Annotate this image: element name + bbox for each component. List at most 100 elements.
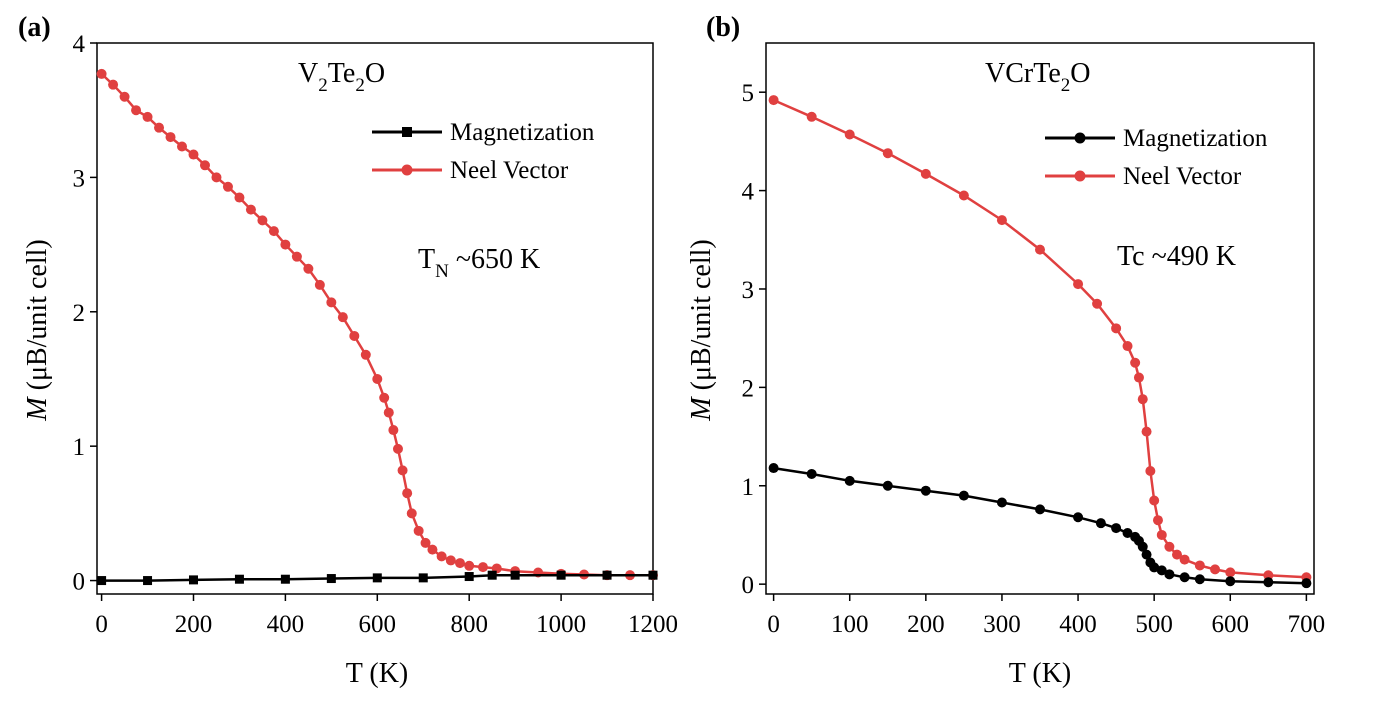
data-point-neel-vector-a (455, 558, 466, 569)
data-point-magnetization-b (1095, 518, 1106, 529)
data-point-neel-vector-a (142, 111, 153, 122)
data-point-neel-vector-a (234, 192, 245, 203)
data-point-magnetization-b (996, 497, 1007, 508)
data-point-neel-vector-a (402, 488, 413, 499)
y-tick-label-b: 1 (742, 474, 755, 501)
x-tick-label-b: 100 (831, 611, 869, 638)
data-point-magnetization-b (882, 480, 893, 491)
data-point-neel-vector-b (1156, 529, 1167, 540)
data-point-magnetization-a (510, 570, 520, 580)
data-point-magnetization-b (1141, 549, 1152, 560)
x-tick-label-b: 400 (1059, 611, 1097, 638)
data-point-neel-vector-b (1141, 426, 1152, 437)
data-point-neel-vector-a (108, 79, 119, 90)
legend-label-magnetization-a: Magnetization (450, 119, 595, 146)
data-point-neel-vector-a (245, 204, 256, 215)
y-tick-label-b: 5 (742, 80, 755, 107)
data-point-neel-vector-a (349, 330, 360, 341)
data-point-magnetization-a (280, 574, 290, 584)
series-group-a (96, 68, 658, 586)
y-tick-label-b: 4 (742, 179, 755, 206)
legend-marker-magnetization-a (402, 127, 412, 137)
data-point-neel-vector-a (303, 263, 314, 274)
data-point-magnetization-a (143, 576, 153, 586)
data-point-neel-vector-a (477, 562, 488, 573)
data-point-magnetization-b (1035, 504, 1045, 515)
series-line-neel-vector-b (773, 98, 1307, 579)
data-point-magnetization-a (418, 573, 428, 583)
data-point-neel-vector-b (996, 215, 1007, 226)
legend-a: Magnetization Neel Vector (372, 119, 595, 184)
plot-frame-a (96, 42, 654, 595)
y-tick-label-b: 2 (742, 375, 755, 402)
x-tick-label-b: 700 (1288, 611, 1326, 638)
y-axis-a: 0 1 2 3 4 (73, 31, 97, 596)
data-point-neel-vector-b (1111, 323, 1122, 334)
data-point-neel-vector-a (165, 132, 176, 143)
data-point-neel-vector-b (1092, 298, 1103, 309)
y-axis-label-b: M (μB/unit cell) (686, 239, 717, 421)
x-axis-b: 0 100 200 300 400 500 600 700 (767, 594, 1325, 638)
x-tick-label-a: 1200 (628, 611, 678, 638)
transition-annotation-b: Tc ~490 K (1117, 241, 1236, 272)
data-point-magnetization-b (1073, 512, 1084, 523)
data-point-neel-vector-a (326, 297, 337, 308)
legend-label-neel-vector-b: Neel Vector (1123, 163, 1242, 190)
data-point-magnetization-a (487, 570, 497, 580)
data-point-neel-vector-a (406, 508, 417, 519)
legend-label-neel-vector-a: Neel Vector (450, 157, 569, 184)
data-point-neel-vector-a (337, 312, 348, 323)
data-point-neel-vector-b (1164, 541, 1175, 552)
data-point-neel-vector-a (445, 555, 456, 566)
data-point-neel-vector-a (420, 537, 431, 548)
data-point-neel-vector-a (96, 68, 107, 79)
x-tick-label-b: 0 (767, 611, 780, 638)
panel-a: (a) 0 1 2 3 4 0 200 400 600 800 1000 1200 V2Te2O T… (18, 12, 678, 689)
data-point-magnetization-b (1179, 572, 1190, 583)
compound-formula-a: V2Te2O (298, 58, 385, 96)
data-point-neel-vector-a (177, 141, 188, 152)
data-point-neel-vector-a (427, 544, 438, 555)
x-tick-label-b: 600 (1212, 611, 1250, 638)
data-point-neel-vector-a (222, 181, 233, 192)
data-point-neel-vector-b (1225, 567, 1236, 578)
data-point-neel-vector-a (211, 172, 222, 183)
data-point-neel-vector-a (314, 279, 325, 290)
data-point-neel-vector-a (257, 215, 268, 226)
data-point-neel-vector-b (1149, 495, 1160, 506)
data-point-neel-vector-a (119, 91, 130, 102)
data-point-neel-vector-b (1133, 372, 1144, 383)
data-point-neel-vector-a (131, 105, 142, 116)
x-tick-label-a: 400 (267, 611, 305, 638)
data-point-neel-vector-b (1172, 549, 1182, 560)
data-point-magnetization-b (1263, 577, 1274, 588)
legend-marker-magnetization-b (1074, 132, 1086, 144)
y-axis-label-a: M (μB/unit cell) (22, 239, 53, 421)
series-line-magnetization-b (773, 466, 1307, 585)
data-point-neel-vector-a (188, 149, 199, 160)
data-point-magnetization-b (806, 468, 817, 479)
x-tick-label-b: 200 (907, 611, 945, 638)
transition-annotation-a: TN ~650 K (418, 244, 540, 282)
y-axis-b: 0 1 2 3 4 5 (742, 80, 766, 599)
data-point-neel-vector-a (392, 443, 403, 454)
data-point-magnetization-a (556, 570, 566, 580)
data-point-neel-vector-a (154, 122, 165, 133)
data-point-neel-vector-b (1035, 244, 1045, 255)
data-point-magnetization-a (464, 572, 474, 582)
data-point-neel-vector-b (1145, 466, 1156, 477)
y-tick-label-b: 0 (742, 572, 755, 599)
data-point-neel-vector-a (291, 251, 302, 262)
data-point-neel-vector-a (383, 407, 394, 418)
data-point-neel-vector-a (464, 560, 475, 571)
data-point-neel-vector-a (199, 160, 210, 171)
data-point-neel-vector-b (768, 95, 779, 106)
panel-label-a: (a) (18, 12, 51, 43)
data-point-magnetization-b (1156, 565, 1167, 576)
data-point-magnetization-b (844, 475, 855, 486)
panel-label-b: (b) (706, 12, 740, 43)
data-point-neel-vector-b (1194, 560, 1205, 571)
x-tick-label-a: 1000 (536, 611, 586, 638)
x-tick-label-b: 500 (1135, 611, 1173, 638)
